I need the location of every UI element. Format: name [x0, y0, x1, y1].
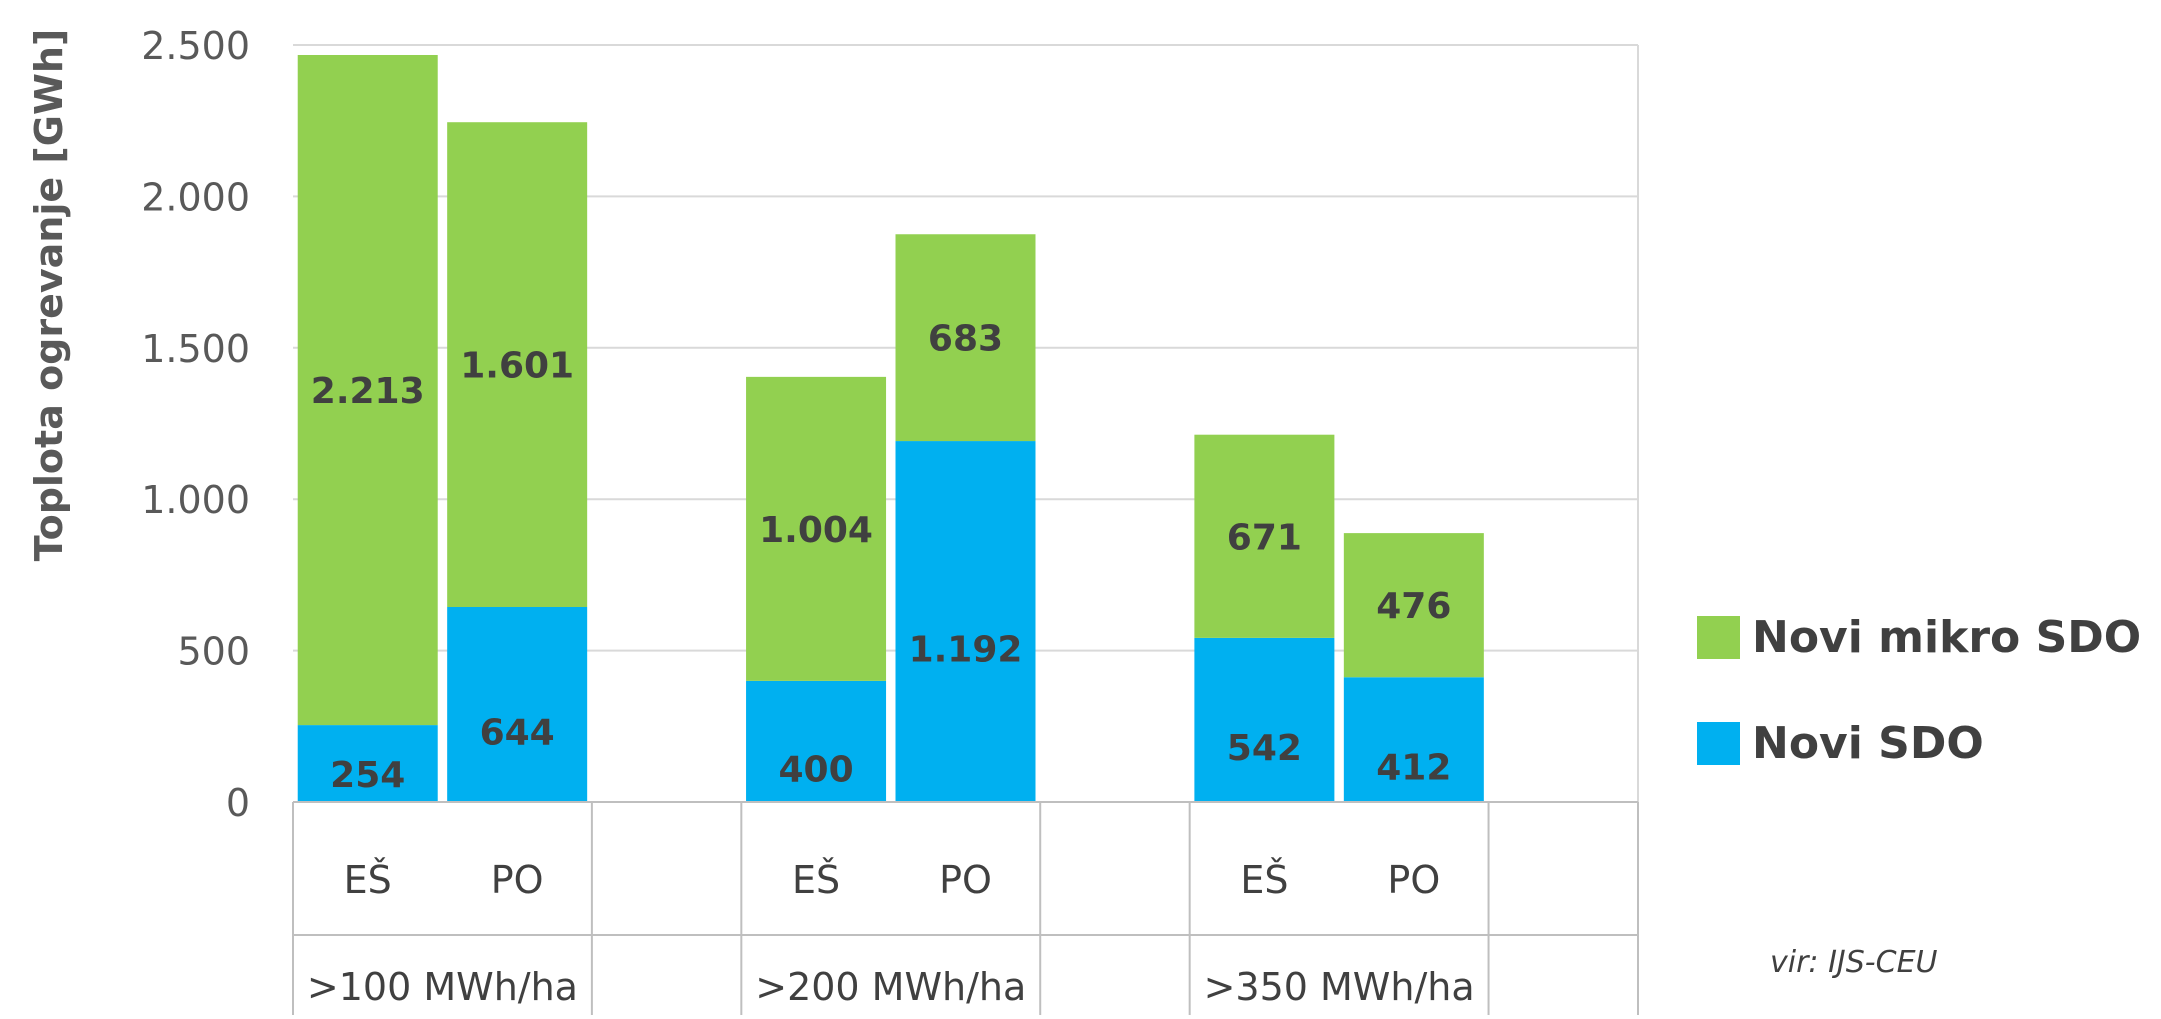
- source-note: vir: IJS-CEU: [1770, 945, 1938, 980]
- data-label: 412: [1376, 748, 1451, 789]
- bar-segment-novi-sdo: [746, 680, 887, 802]
- data-label: 2.213: [311, 371, 425, 412]
- bar-segment-novi-sdo: [297, 725, 438, 802]
- bar-segment-novi-mikro-sdo: [1194, 434, 1335, 638]
- y-tick-label: 0: [226, 781, 250, 825]
- x-group-label: >200 MWh/ha: [755, 965, 1026, 1009]
- data-label: 671: [1227, 517, 1302, 558]
- x-group-label: >350 MWh/ha: [1204, 965, 1475, 1009]
- data-label: 644: [480, 712, 555, 753]
- legend-swatch-novi-sdo: [1697, 722, 1740, 765]
- y-axis-label: Toplota ogrevanje [GWh]: [27, 29, 71, 562]
- data-label: 1.004: [759, 510, 873, 551]
- data-label: 254: [330, 755, 405, 796]
- data-label: 1.192: [909, 630, 1023, 671]
- data-label: 476: [1376, 586, 1451, 627]
- y-tick-label: 1.000: [141, 478, 250, 522]
- x-category-label: PO: [491, 858, 544, 902]
- data-label: 683: [928, 319, 1003, 360]
- x-category-label: EŠ: [344, 858, 392, 902]
- x-category-label: PO: [1387, 858, 1440, 902]
- y-tick-label: 1.500: [141, 327, 250, 371]
- bar-segment-novi-mikro-sdo: [447, 122, 588, 607]
- x-group-label: >100 MWh/ha: [307, 965, 578, 1009]
- legend-label-novi-mikro-sdo: Novi mikro SDO: [1752, 612, 2141, 663]
- bar-segment-novi-sdo: [895, 441, 1036, 802]
- bar-segment-novi-mikro-sdo: [1343, 533, 1484, 678]
- x-category-label: EŠ: [792, 858, 840, 902]
- legend-swatch-novi-mikro-sdo: [1697, 616, 1740, 659]
- legend-label-novi-sdo: Novi SDO: [1752, 718, 1984, 769]
- bar-segment-novi-sdo: [1343, 677, 1484, 802]
- bar-segment-novi-mikro-sdo: [895, 234, 1036, 442]
- bar-segment-novi-sdo: [447, 606, 588, 802]
- legend: Novi mikro SDO Novi SDO: [1697, 612, 2141, 769]
- x-category-label: EŠ: [1240, 858, 1288, 902]
- data-label: 542: [1227, 728, 1302, 769]
- bar-segment-novi-sdo: [1194, 637, 1335, 802]
- y-tick-label: 500: [177, 630, 250, 674]
- data-label: 1.601: [460, 346, 574, 387]
- bars: 254 2.213 644 1.601 400 1.004 1.192 683 542 671 41…: [297, 54, 1484, 802]
- x-category-label: PO: [939, 858, 992, 902]
- data-label: 400: [778, 749, 853, 790]
- axes: 0 500 1.000 1.500 2.000 2.500 EŠ PO >100 MWh/ha E…: [141, 24, 1639, 1015]
- bar-segment-novi-mikro-sdo: [297, 54, 438, 726]
- bar-segment-novi-mikro-sdo: [746, 376, 887, 681]
- y-tick-label: 2.000: [141, 175, 250, 219]
- y-tick-label: 2.500: [141, 24, 250, 68]
